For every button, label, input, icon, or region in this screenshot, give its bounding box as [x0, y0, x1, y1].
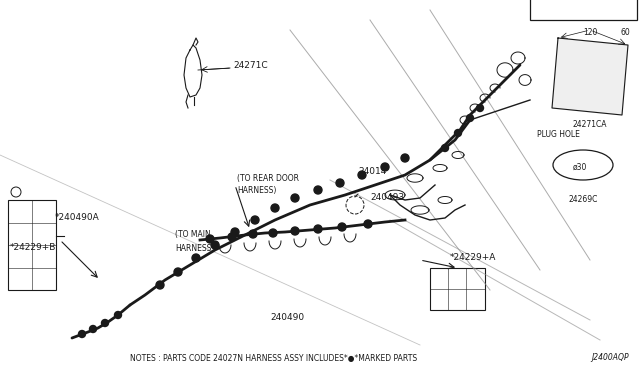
Text: *24229+B: *24229+B — [10, 244, 56, 253]
Text: 24271C: 24271C — [233, 61, 268, 70]
Text: J2400AQP: J2400AQP — [591, 353, 629, 362]
Circle shape — [228, 233, 236, 241]
Circle shape — [291, 227, 299, 235]
Circle shape — [269, 229, 277, 237]
Circle shape — [251, 216, 259, 224]
Text: *24229+A: *24229+A — [450, 253, 497, 263]
Circle shape — [442, 144, 449, 151]
Text: 24269C: 24269C — [568, 195, 598, 204]
Circle shape — [314, 225, 322, 233]
Text: HARNESS): HARNESS) — [175, 244, 214, 253]
Circle shape — [454, 129, 461, 137]
Text: (TO MAIN: (TO MAIN — [175, 231, 211, 240]
Circle shape — [231, 228, 239, 236]
Circle shape — [271, 204, 279, 212]
Text: (TO REAR DOOR: (TO REAR DOOR — [237, 173, 299, 183]
Circle shape — [211, 241, 219, 249]
Circle shape — [338, 223, 346, 231]
Circle shape — [401, 154, 409, 162]
Circle shape — [336, 179, 344, 187]
Bar — [430, 268, 485, 310]
Text: 60: 60 — [620, 28, 630, 37]
Circle shape — [364, 220, 372, 228]
Circle shape — [174, 268, 182, 276]
Circle shape — [192, 254, 200, 262]
Polygon shape — [552, 38, 628, 115]
Bar — [530, 0, 637, 20]
Text: 24271CA: 24271CA — [573, 120, 607, 129]
Text: 240493: 240493 — [370, 192, 404, 202]
Text: 240490: 240490 — [270, 314, 304, 323]
Text: 24014: 24014 — [358, 167, 387, 176]
Circle shape — [249, 230, 257, 238]
Circle shape — [291, 194, 299, 202]
Text: NOTES : PARTS CODE 24027N HARNESS ASSY INCLUDES*●*MARKED PARTS: NOTES : PARTS CODE 24027N HARNESS ASSY I… — [130, 353, 417, 362]
Text: 120: 120 — [583, 28, 597, 37]
Bar — [8, 200, 56, 290]
Circle shape — [358, 171, 366, 179]
Circle shape — [467, 115, 474, 122]
Circle shape — [314, 186, 322, 194]
Text: HARNESS): HARNESS) — [237, 186, 276, 196]
Circle shape — [206, 235, 214, 243]
Text: PLUG HOLE: PLUG HOLE — [537, 130, 580, 139]
Circle shape — [102, 320, 109, 327]
Text: *240490A: *240490A — [55, 214, 100, 222]
Circle shape — [381, 163, 389, 171]
Circle shape — [115, 311, 122, 318]
Circle shape — [79, 330, 86, 337]
Circle shape — [156, 281, 164, 289]
Text: ø30: ø30 — [573, 163, 587, 171]
Circle shape — [90, 326, 97, 333]
Circle shape — [477, 105, 483, 112]
